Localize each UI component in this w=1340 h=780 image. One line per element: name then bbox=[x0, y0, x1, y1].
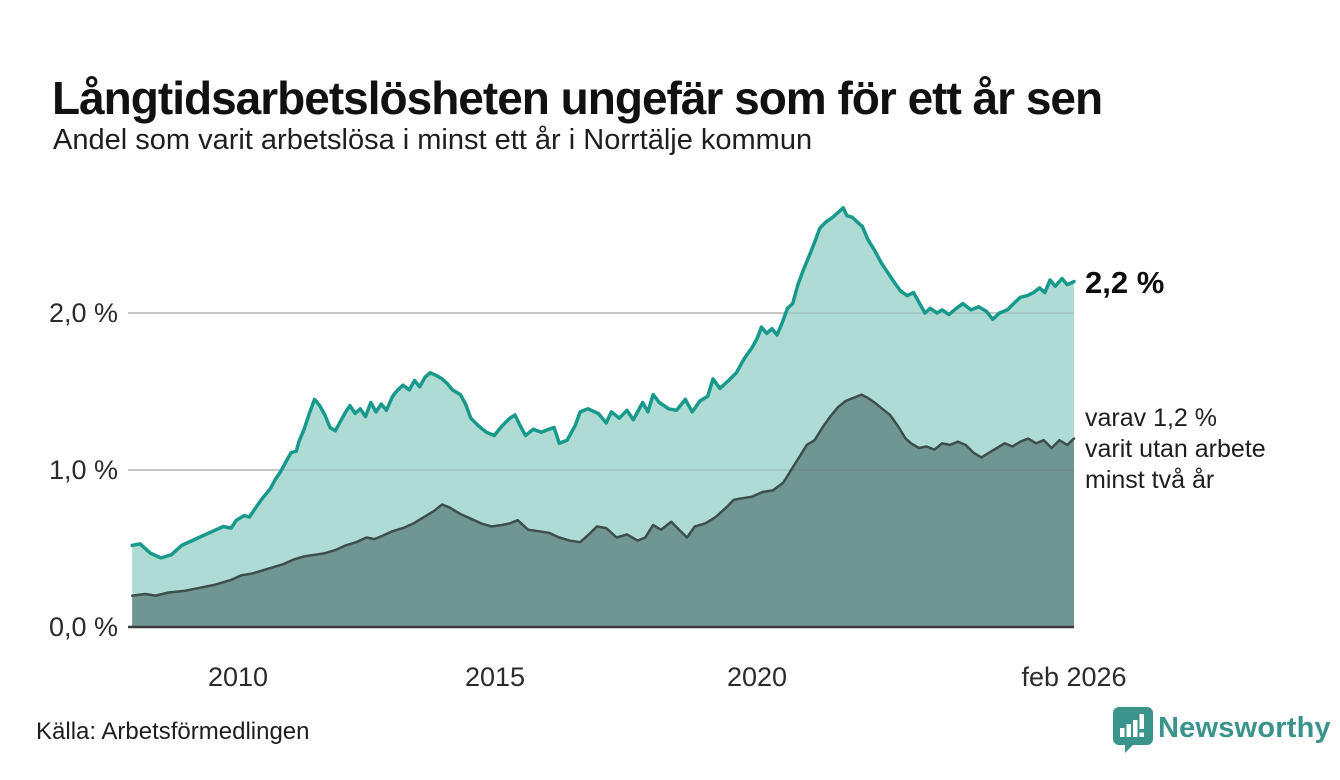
annotation-line-2: varit utan arbete bbox=[1085, 435, 1266, 463]
x-axis-tick-2010: 2010 bbox=[207, 662, 269, 692]
annotation-line-3: minst två år bbox=[1085, 466, 1215, 494]
y-axis-tick-1: 1,0 % bbox=[48, 455, 118, 485]
newsworthy-logo-icon bbox=[1113, 707, 1153, 753]
y-axis-tick-2: 2,0 % bbox=[48, 298, 118, 328]
y-axis-tick-0: 0,0 % bbox=[48, 612, 118, 642]
x-axis-tick-2020: 2020 bbox=[726, 662, 788, 692]
end-value-label: 2,2 % bbox=[1085, 265, 1165, 300]
annotation-line-1: varav 1,2 % bbox=[1085, 404, 1218, 432]
x-axis-tick-2015: 2015 bbox=[464, 662, 526, 692]
page-title: Långtidsarbetslösheten ungefär som för e… bbox=[52, 71, 1103, 124]
source-credit: Källa: Arbetsförmedlingen bbox=[36, 718, 310, 745]
secondary-series-annotation: varav 1,2 % varit utan arbete minst två … bbox=[1085, 403, 1266, 496]
newsworthy-logo-text: Newsworthy bbox=[1158, 712, 1331, 744]
chart-subtitle: Andel som varit arbetslösa i minst ett å… bbox=[53, 124, 813, 156]
x-axis-tick-feb-2026: feb 2026 bbox=[1021, 662, 1127, 692]
